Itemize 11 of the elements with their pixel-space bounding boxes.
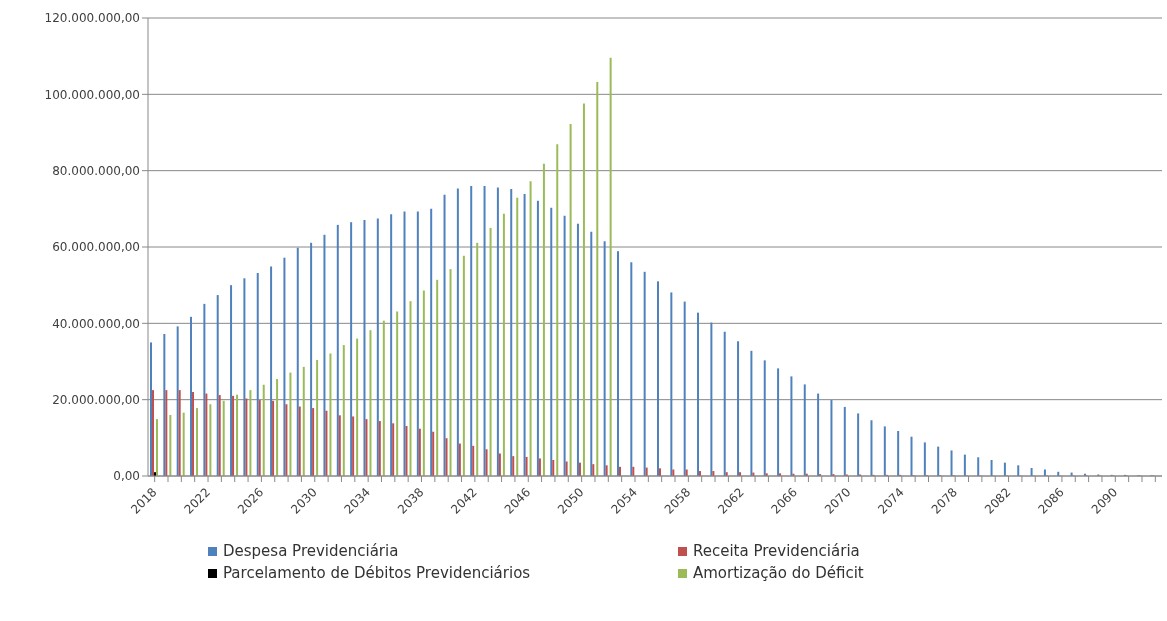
legend-label: Despesa Previdenciária xyxy=(223,542,399,560)
y-tick-label: 20.000.000,00 xyxy=(52,392,140,407)
y-tick-label: 60.000.000,00 xyxy=(52,240,140,255)
legend-label: Parcelamento de Débitos Previdenciários xyxy=(223,564,531,582)
legend-label: Receita Previdenciária xyxy=(693,542,860,560)
y-tick-label: 120.000.000,00 xyxy=(44,11,140,26)
y-tick-label: 0,00 xyxy=(113,469,140,484)
y-tick-label: 80.000.000,00 xyxy=(52,163,140,178)
y-tick-label: 100.000.000,00 xyxy=(44,87,140,102)
y-tick-label: 40.000.000,00 xyxy=(52,316,140,331)
legend-label: Amortização do Déficit xyxy=(693,564,864,582)
